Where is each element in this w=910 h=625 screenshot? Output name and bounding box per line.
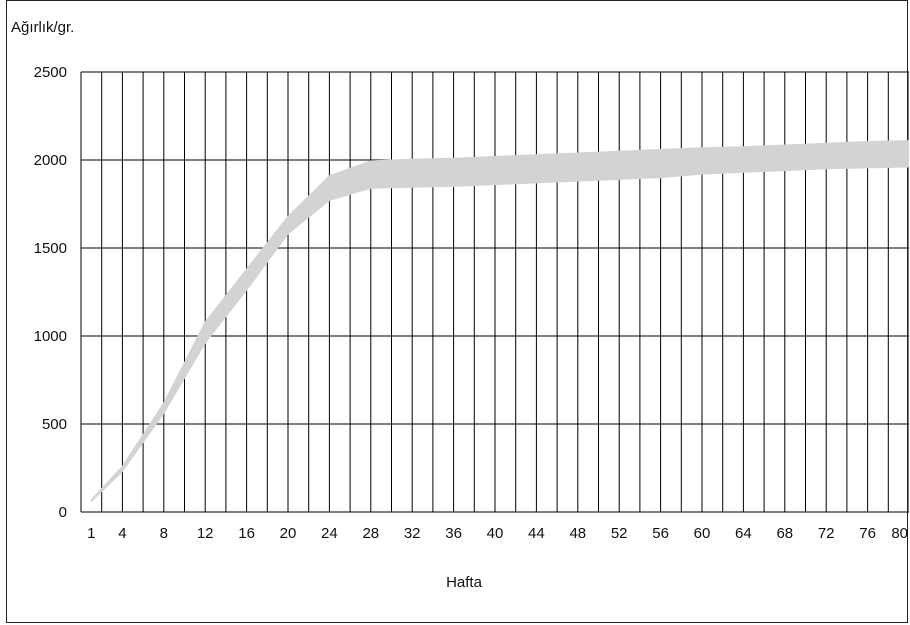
y-tick-label: 0 (59, 504, 67, 521)
x-tick-label: 40 (487, 525, 504, 542)
x-tick-label: 16 (238, 525, 255, 542)
y-tick-label: 1000 (34, 328, 67, 345)
y-tick-label: 1500 (34, 240, 67, 257)
y-tick-label: 500 (42, 416, 67, 433)
band-layer (90, 140, 909, 503)
y-tick-label: 2000 (34, 152, 67, 169)
y-tick-labels: 0 500 1000 1500 2000 2500 (34, 64, 67, 521)
x-tick-label: 20 (280, 525, 297, 542)
x-tick-label: 72 (818, 525, 835, 542)
x-tick-label: 64 (735, 525, 752, 542)
x-tick-label: 56 (652, 525, 669, 542)
x-tick-label: 8 (160, 525, 168, 542)
x-tick-label: 24 (321, 525, 338, 542)
x-tick-label: 48 (569, 525, 586, 542)
y-axis-label: Ağırlık/gr. (11, 19, 74, 36)
y-tick-label: 2500 (34, 64, 67, 81)
weight-range-band (90, 140, 909, 503)
x-tick-label: 68 (776, 525, 793, 542)
x-tick-label: 4 (118, 525, 126, 542)
grid (80, 71, 909, 513)
chart-frame: 0 500 1000 1500 2000 2500 1 4 8 12 16 20 24 28 32 36 40… (6, 0, 909, 623)
x-tick-label: 44 (528, 525, 545, 542)
x-tick-label: 1 (87, 525, 95, 542)
x-tick-label: 32 (404, 525, 421, 542)
x-tick-label: 76 (859, 525, 876, 542)
x-tick-label: 36 (445, 525, 462, 542)
x-tick-label: 80 (891, 525, 908, 542)
x-tick-labels: 1 4 8 12 16 20 24 28 32 36 40 44 48 52 56 60 64 68 72 76 80 (87, 525, 908, 542)
x-axis-label: Hafta (446, 574, 483, 591)
x-tick-label: 28 (362, 525, 379, 542)
x-tick-label: 12 (197, 525, 214, 542)
x-tick-label: 52 (611, 525, 628, 542)
x-tick-label: 60 (694, 525, 711, 542)
